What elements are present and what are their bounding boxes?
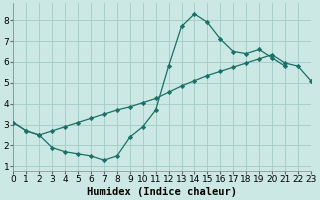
X-axis label: Humidex (Indice chaleur): Humidex (Indice chaleur) bbox=[87, 186, 237, 197]
